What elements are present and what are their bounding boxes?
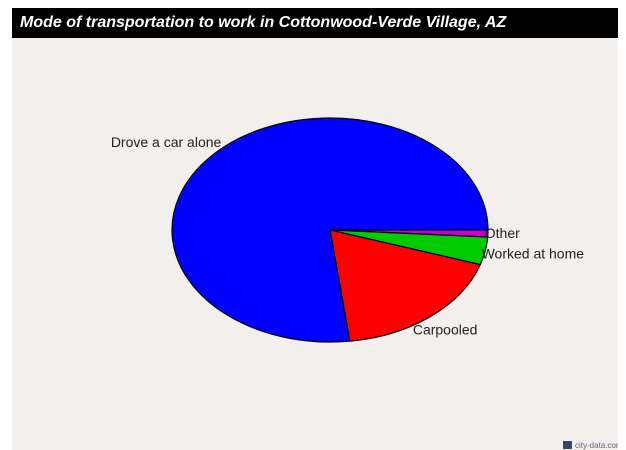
slice-label: Drove a car alone: [111, 134, 222, 150]
watermark: city-data.com: [575, 441, 623, 450]
slice-label: Other: [485, 225, 520, 241]
watermark-icon: [563, 441, 572, 449]
slice-label: Carpooled: [413, 322, 478, 338]
pie-slice: [329, 229, 482, 342]
pie-slice: [171, 117, 489, 343]
slice-label: Worked at home: [482, 245, 585, 261]
title-bar: [12, 8, 618, 38]
chart-title: Mode of transportation to work in Cotton…: [20, 14, 507, 31]
